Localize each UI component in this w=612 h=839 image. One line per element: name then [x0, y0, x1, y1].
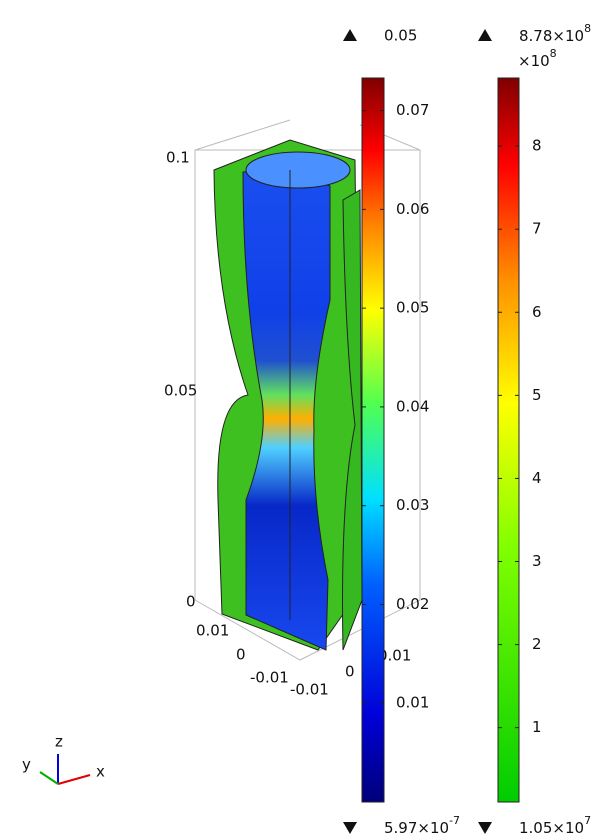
x-tick-label: 0: [345, 663, 355, 681]
colorbar-tick-label: 4: [532, 469, 542, 487]
max-label-exponent: 8: [584, 22, 591, 35]
colorbar-tick-label: 0.01: [396, 694, 429, 712]
triad-label: y: [22, 756, 31, 774]
min-label-base: 1.05×10: [519, 819, 584, 837]
colorbar-tick-label: 6: [532, 303, 542, 321]
max-label-base: 8.78×10: [519, 27, 584, 45]
colorbar-tick-label: 8: [532, 137, 542, 155]
colorbar-multiplier-base: ×10: [518, 52, 550, 70]
colorbar-tick-label: 7: [532, 220, 542, 238]
axis-triad: z x y: [22, 733, 105, 785]
min-label: 5.97×10-7: [384, 814, 460, 837]
colorbar-tick-label: 0.02: [396, 595, 429, 613]
scene-3d: 0.1 0.05 0 0.01 0 -0.01 -0.01 0 0.01: [164, 119, 421, 699]
colorbar-tick-label: 5: [532, 386, 542, 404]
z-tick-label: 0.1: [166, 149, 190, 167]
colorbar-tick-label: 0.03: [396, 496, 429, 514]
min-label-exponent: 7: [584, 814, 591, 827]
max-label: 0.05: [384, 27, 417, 45]
y-tick-label: -0.01: [250, 669, 289, 687]
x-tick-label: 0.01: [378, 647, 411, 665]
max-icon: [343, 29, 357, 41]
colorbar-tick-label: 1: [532, 718, 542, 736]
max-label: 8.78×108: [519, 22, 591, 45]
triad-label: z: [55, 733, 63, 751]
colorbar: [361, 77, 385, 803]
x-tick-label: -0.01: [290, 681, 329, 699]
min-label-base: 5.97×10: [384, 819, 449, 837]
min-label: 1.05×107: [519, 814, 591, 837]
min-icon: [478, 822, 492, 834]
colorbar-multiplier: ×108: [518, 47, 557, 70]
top-face: [245, 151, 351, 189]
z-tick-label: 0: [186, 593, 196, 611]
min-icon: [343, 822, 357, 834]
colorbar-tick-label: 3: [532, 552, 542, 570]
colorbar-multiplier-exponent: 8: [550, 47, 557, 60]
y-tick-label: 0.01: [196, 622, 229, 640]
y-tick-label: 0: [236, 646, 246, 664]
max-icon: [478, 29, 492, 41]
colorbar-tick-label: 0.05: [396, 299, 429, 317]
inner-core: [242, 167, 331, 651]
colorbar-tick-label: 0.06: [396, 200, 429, 218]
shell-side: [342, 189, 363, 651]
colorbar: [497, 77, 520, 803]
z-tick-label: 0.05: [164, 382, 197, 400]
colorbar-tick-label: 0.07: [396, 101, 429, 119]
triad-label: x: [96, 763, 105, 781]
colorbar-tick-label: 0.04: [396, 397, 429, 415]
colorbar-tick-label: 2: [532, 635, 542, 653]
min-label-exponent: -7: [449, 814, 460, 827]
